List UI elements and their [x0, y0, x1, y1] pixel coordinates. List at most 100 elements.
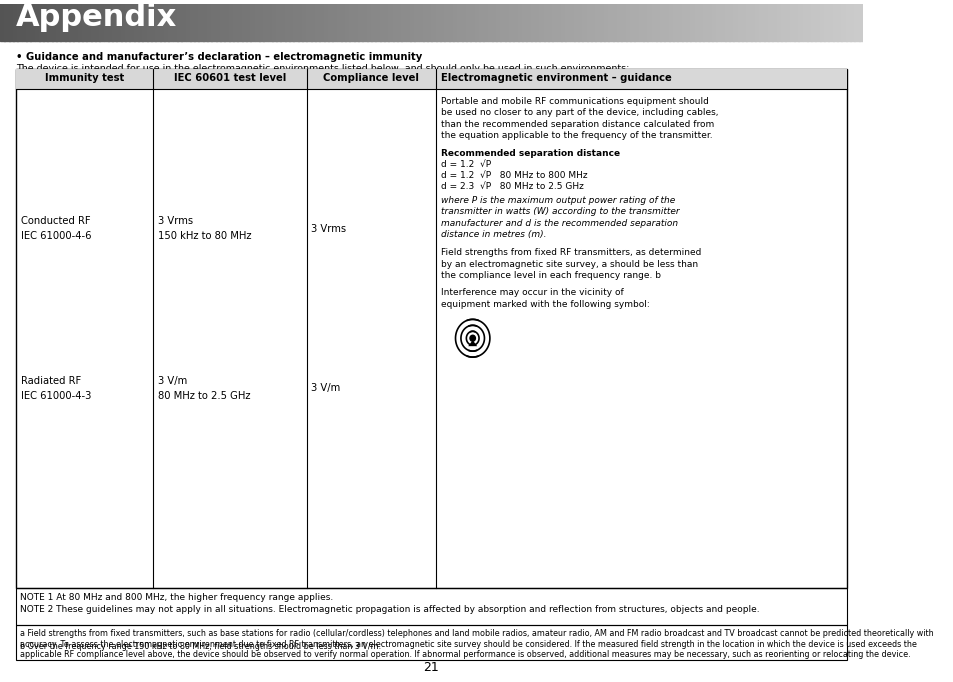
Text: 3 Vrms: 3 Vrms	[311, 224, 346, 233]
Bar	[444, 0, 449, 41]
Bar	[772, 0, 777, 41]
Bar	[60, 0, 66, 41]
Bar	[48, 0, 52, 41]
Bar	[823, 0, 828, 41]
Bar	[741, 0, 746, 41]
Bar	[168, 0, 173, 41]
Bar	[646, 0, 652, 41]
Bar	[294, 0, 298, 41]
Bar	[569, 0, 574, 41]
Bar	[427, 0, 432, 41]
Bar	[396, 0, 402, 41]
Bar	[73, 0, 78, 41]
Bar	[673, 0, 678, 41]
Bar	[538, 0, 544, 41]
Bar	[728, 0, 734, 41]
Bar	[237, 0, 242, 41]
Bar	[384, 0, 389, 41]
Bar	[625, 0, 630, 41]
Bar	[456, 0, 462, 41]
Text: d = 1.2  √P: d = 1.2 √P	[440, 160, 491, 169]
Bar	[841, 0, 845, 41]
Bar	[340, 0, 346, 41]
Bar	[737, 0, 742, 41]
Bar	[314, 0, 320, 41]
Bar	[26, 0, 31, 41]
Bar	[401, 0, 406, 41]
Bar	[86, 0, 91, 41]
Bar	[275, 0, 281, 41]
Bar	[844, 0, 850, 41]
Bar	[754, 0, 760, 41]
Bar	[116, 0, 122, 41]
Bar	[51, 0, 57, 41]
Bar	[263, 0, 268, 41]
Bar	[332, 0, 337, 41]
Bar	[832, 0, 837, 41]
Bar	[336, 0, 341, 41]
Bar	[634, 0, 639, 41]
Bar	[22, 0, 27, 41]
Text: a Field strengths from fixed transmitters, such as base stations for radio (cell: a Field strengths from fixed transmitter…	[20, 629, 933, 659]
Bar	[267, 0, 273, 41]
Bar	[77, 0, 83, 41]
Text: Interference may occur in the vicinity of
equipment marked with the following sy: Interference may occur in the vicinity o…	[440, 288, 649, 309]
Text: Compliance level: Compliance level	[323, 73, 418, 83]
Bar	[638, 0, 643, 41]
Bar	[827, 0, 833, 41]
Bar	[608, 0, 613, 41]
Text: Conducted RF
IEC 61000-4-6: Conducted RF IEC 61000-4-6	[21, 216, 91, 241]
Bar	[224, 0, 230, 41]
Bar	[651, 0, 656, 41]
Bar	[82, 0, 87, 41]
Bar	[147, 0, 152, 41]
Bar	[819, 0, 824, 41]
Text: 3 V/m: 3 V/m	[311, 383, 340, 393]
Bar	[750, 0, 755, 41]
Bar	[280, 0, 285, 41]
Bar	[13, 0, 18, 41]
Bar	[617, 0, 621, 41]
Bar	[724, 0, 729, 41]
Bar	[560, 0, 565, 41]
Bar	[655, 0, 660, 41]
Bar	[487, 0, 493, 41]
Bar	[371, 0, 375, 41]
Bar	[836, 0, 841, 41]
Bar	[547, 0, 553, 41]
Bar	[164, 0, 169, 41]
Bar	[612, 0, 618, 41]
Bar	[69, 0, 74, 41]
Bar	[690, 0, 695, 41]
Bar	[354, 0, 358, 41]
Bar	[212, 0, 216, 41]
Bar	[478, 0, 483, 41]
Bar	[246, 0, 251, 41]
Bar	[422, 0, 428, 41]
Bar	[663, 0, 669, 41]
Bar	[496, 0, 501, 41]
Bar	[745, 0, 751, 41]
Bar	[461, 0, 466, 41]
Bar	[798, 0, 802, 41]
Bar	[56, 0, 61, 41]
Text: d = 2.3  √P   80 MHz to 2.5 GHz: d = 2.3 √P 80 MHz to 2.5 GHz	[440, 182, 583, 191]
Bar	[513, 0, 518, 41]
Bar	[815, 0, 820, 41]
Bar	[789, 0, 794, 41]
Bar	[393, 0, 397, 41]
Bar	[629, 0, 635, 41]
Bar	[190, 0, 194, 41]
Bar	[207, 0, 213, 41]
Bar	[582, 0, 587, 41]
Bar	[681, 0, 686, 41]
Text: Immunity test: Immunity test	[45, 73, 124, 83]
Polygon shape	[468, 340, 476, 346]
Bar	[91, 0, 95, 41]
Bar	[289, 0, 294, 41]
Bar	[620, 0, 626, 41]
Bar	[470, 0, 475, 41]
Circle shape	[470, 336, 475, 341]
Bar	[159, 0, 165, 41]
Bar	[112, 0, 117, 41]
